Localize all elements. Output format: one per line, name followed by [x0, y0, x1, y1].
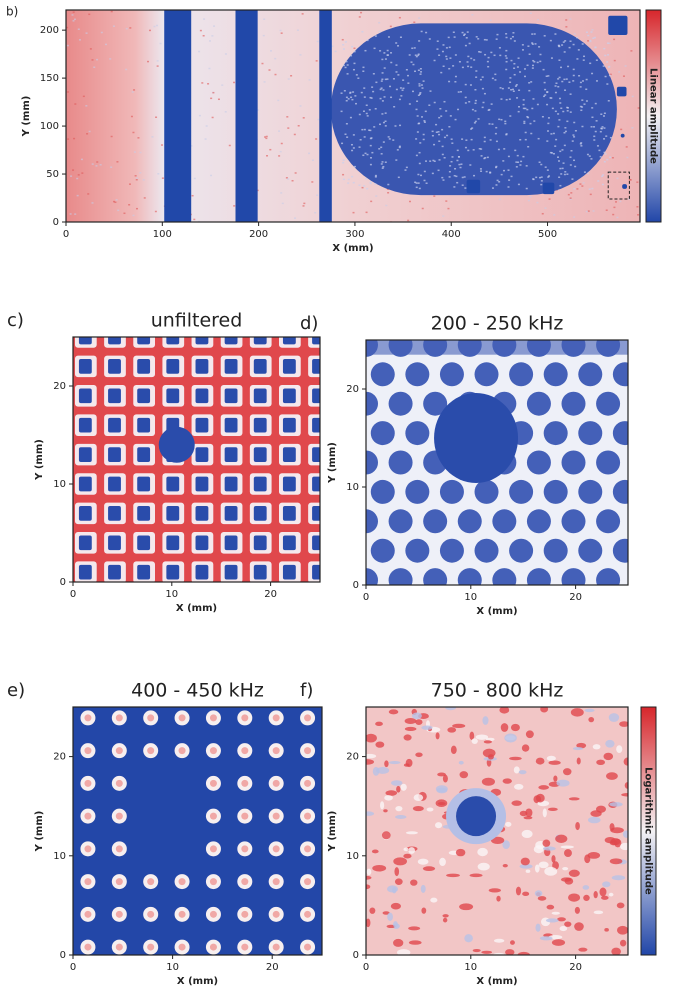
x-tick-label: 0: [70, 962, 76, 973]
panel: 0 10 20 0 10 20 X (mm) Y (mm) e) 400 - 450 kHz: [7, 680, 323, 987]
panel-label: f): [300, 680, 313, 701]
panel-label: e): [7, 680, 25, 701]
x-tick-label: 10: [166, 962, 179, 973]
y-axis-label: Y (mm): [327, 442, 338, 484]
colorbar-label: Logarithmic amplitude: [643, 767, 654, 895]
y-tick-label: 150: [40, 73, 59, 84]
y-tick-label: 200: [40, 25, 59, 36]
y-tick-label: 10: [346, 851, 359, 862]
x-tick-label: 400: [442, 229, 461, 240]
x-axis-label: X (mm): [476, 606, 517, 617]
x-tick-label: 0: [63, 229, 69, 240]
axes-frame: [365, 339, 629, 586]
y-tick-label: 0: [53, 217, 59, 228]
x-tick-label: 20: [569, 592, 582, 603]
panel-label: b): [6, 5, 18, 19]
y-tick-label: 10: [53, 479, 66, 490]
y-tick-label: 20: [346, 752, 359, 763]
panel-title: 400 - 450 kHz: [131, 680, 264, 702]
colorbar-label: Linear amplitude: [648, 68, 659, 164]
panel: 0 100 200 300 400 500 0 50 100 150 200 X (mm) Y (mm)…: [6, 5, 662, 254]
panel-title: 200 - 250 kHz: [431, 313, 564, 335]
y-tick-label: 0: [353, 580, 359, 591]
y-tick-label: 0: [353, 950, 359, 961]
x-tick-label: 20: [569, 962, 582, 973]
x-axis-label: X (mm): [176, 603, 217, 614]
y-tick-label: 20: [53, 381, 66, 392]
axes-frame: [72, 336, 321, 583]
heatmap-image: [366, 707, 628, 955]
heatmap-image: [73, 707, 322, 955]
x-axis-label: X (mm): [476, 976, 517, 987]
y-tick-label: 0: [60, 950, 66, 961]
x-tick-label: 200: [249, 229, 268, 240]
x-tick-label: 10: [464, 962, 477, 973]
panel: 0 10 20 0 10 20 X (mm) Y (mm) f) 750 - 800 kHz Log…: [300, 680, 657, 987]
y-tick-label: 10: [346, 482, 359, 493]
x-tick-label: 0: [363, 592, 369, 603]
y-tick-label: 10: [53, 851, 66, 862]
y-tick-label: 100: [40, 121, 59, 132]
x-tick-label: 100: [153, 229, 172, 240]
x-axis-label: X (mm): [332, 243, 373, 254]
panel-label: c): [7, 310, 24, 331]
x-tick-label: 10: [165, 589, 178, 600]
axes-frame: [72, 706, 323, 956]
panel-title: unfiltered: [151, 310, 243, 332]
colorbar: [645, 9, 662, 223]
y-tick-label: 20: [346, 384, 359, 395]
y-axis-label: Y (mm): [34, 439, 45, 481]
x-tick-label: 500: [538, 229, 557, 240]
y-tick-label: 0: [60, 577, 66, 588]
x-tick-label: 20: [266, 962, 279, 973]
x-tick-label: 10: [464, 592, 477, 603]
axes-frame: [365, 706, 629, 956]
y-axis-label: Y (mm): [21, 96, 32, 138]
heatmap-image: [66, 10, 640, 222]
panel-label: d): [300, 313, 318, 334]
panel: 0 10 20 0 10 20 X (mm) Y (mm) c) unfiltered: [7, 310, 321, 614]
heatmap-image: [366, 340, 628, 585]
panel: 0 10 20 0 10 20 X (mm) Y (mm) d) 200 - 250 kHz: [300, 313, 629, 617]
y-axis-label: Y (mm): [34, 811, 45, 853]
x-tick-label: 0: [70, 589, 76, 600]
x-tick-label: 20: [264, 589, 277, 600]
x-axis-label: X (mm): [177, 976, 218, 987]
y-axis-label: Y (mm): [327, 811, 338, 853]
y-tick-label: 50: [46, 169, 59, 180]
heatmap-image: [73, 337, 320, 582]
y-tick-label: 20: [53, 752, 66, 763]
colorbar: [640, 706, 657, 956]
x-tick-label: 300: [345, 229, 364, 240]
x-tick-label: 0: [363, 962, 369, 973]
panel-title: 750 - 800 kHz: [431, 680, 564, 702]
axes-frame: [65, 9, 641, 223]
